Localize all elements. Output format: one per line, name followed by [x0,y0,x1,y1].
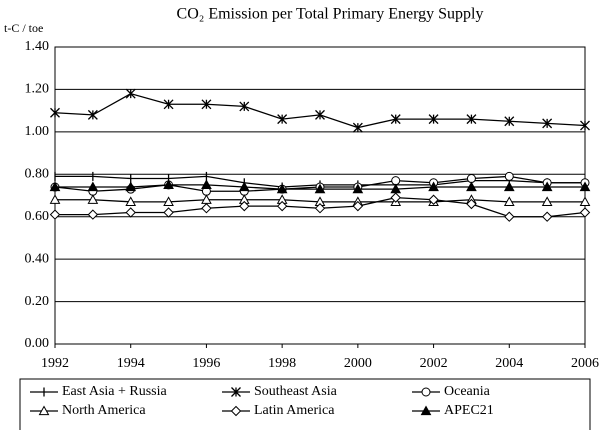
data-point [541,181,553,192]
y-tick-label: 0.40 [25,251,50,266]
data-point [503,196,515,206]
y-tick-label: 0.80 [25,167,50,182]
legend-label: Latin America [254,403,335,418]
data-point [49,194,61,204]
data-point [238,181,250,192]
data-point [163,196,174,206]
data-point [163,179,174,189]
data-point [428,181,439,192]
data-point [541,211,553,222]
y-tick-label: 1.00 [25,124,50,139]
data-point [390,114,401,125]
data-point [390,183,402,194]
x-tick-label: 2006 [571,356,599,371]
x-tick-label: 1994 [117,356,145,371]
y-axis-label: t-C / toe [4,21,43,35]
data-point [201,179,212,189]
data-point [504,116,515,127]
data-point [50,107,60,118]
data-point [125,207,136,218]
data-point [504,211,515,222]
legend-label: Oceania [444,384,491,399]
data-point [125,196,137,206]
data-point [201,99,212,110]
data-point [352,200,364,212]
x-tick-label: 1992 [41,356,69,371]
data-point [276,200,288,212]
x-tick-label: 2000 [344,356,372,371]
data-point [87,209,99,220]
legend-marker [421,387,431,397]
legend-label: East Asia + Russia [62,384,168,399]
data-point [314,203,326,214]
data-point [125,181,137,192]
plot-frame [54,46,586,345]
chart-title: CO₂ Emission per Total Primary Energy Su… [177,6,484,23]
data-point [542,118,553,129]
legend-label: North America [62,403,146,418]
legend-box [19,378,591,430]
legend-marker [230,405,242,417]
data-point [276,183,288,194]
legend-label: APEC21 [444,403,494,418]
data-point [580,120,590,131]
data-point [163,207,174,218]
y-tick-label: 0.00 [25,336,50,351]
y-tick-label: 1.20 [25,82,50,97]
data-point [541,196,553,206]
data-point [49,209,61,220]
data-point [579,181,591,192]
data-point [390,192,401,203]
data-point [163,99,174,110]
legend-label: Southeast Asia [254,384,338,399]
data-point [352,122,363,133]
data-point [87,109,98,120]
data-point [277,114,288,125]
data-point [428,114,439,125]
x-tick-label: 1996 [192,356,220,371]
legend-marker [231,387,241,397]
data-point [201,203,212,214]
data-point [391,176,401,186]
y-tick-label: 0.60 [25,209,50,224]
data-point [352,183,364,194]
data-point [466,181,477,192]
data-point [504,171,514,181]
y-tick-label: 0.20 [25,294,50,309]
x-tick-label: 2004 [495,356,523,371]
data-point [466,198,477,210]
data-point [466,114,477,125]
data-point [49,181,61,192]
data-point [466,174,476,184]
legend-marker [38,405,50,416]
data-point [315,109,325,120]
data-point [87,194,99,204]
data-point [428,194,439,205]
data-point [87,181,99,192]
y-tick-label: 1.40 [25,39,50,54]
legend-marker [420,405,432,416]
data-point [314,183,326,194]
data-point [579,196,591,206]
x-tick-label: 2002 [420,356,448,371]
data-point [503,181,515,192]
x-tick-label: 1998 [268,356,296,371]
data-point [239,200,250,212]
data-point [579,207,591,218]
data-point [125,88,136,99]
data-point [239,101,250,112]
